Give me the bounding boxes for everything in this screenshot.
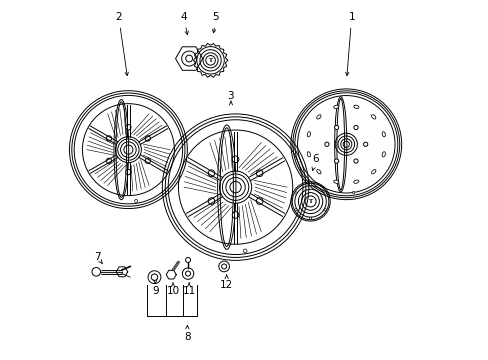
Circle shape xyxy=(134,199,137,202)
Circle shape xyxy=(363,142,367,147)
Text: 6: 6 xyxy=(312,154,319,163)
Ellipse shape xyxy=(306,152,310,157)
Circle shape xyxy=(218,261,229,272)
Circle shape xyxy=(145,158,150,163)
Ellipse shape xyxy=(371,115,375,119)
Circle shape xyxy=(145,136,150,141)
Circle shape xyxy=(309,217,311,220)
Text: 3: 3 xyxy=(227,91,234,101)
Text: 12: 12 xyxy=(220,280,233,291)
Circle shape xyxy=(256,198,263,204)
Text: 11: 11 xyxy=(182,286,195,296)
Circle shape xyxy=(232,212,238,218)
Circle shape xyxy=(151,274,157,280)
Circle shape xyxy=(243,249,246,253)
Text: 4: 4 xyxy=(180,13,187,22)
Circle shape xyxy=(334,159,338,163)
Text: 7: 7 xyxy=(94,252,101,262)
Circle shape xyxy=(256,170,263,176)
Circle shape xyxy=(185,271,190,276)
Circle shape xyxy=(324,209,325,211)
Circle shape xyxy=(148,271,161,284)
Circle shape xyxy=(106,158,111,163)
Circle shape xyxy=(232,156,238,163)
Polygon shape xyxy=(166,270,176,279)
Ellipse shape xyxy=(353,180,358,183)
Circle shape xyxy=(125,170,131,175)
Text: 2: 2 xyxy=(115,13,122,22)
Circle shape xyxy=(208,170,214,176)
Text: 5: 5 xyxy=(212,13,219,22)
Text: 10: 10 xyxy=(166,286,179,296)
Circle shape xyxy=(106,136,111,141)
Ellipse shape xyxy=(306,132,310,137)
Text: T: T xyxy=(208,58,212,63)
Circle shape xyxy=(182,268,193,279)
Circle shape xyxy=(309,183,311,186)
Circle shape xyxy=(324,142,328,147)
Circle shape xyxy=(294,192,297,194)
Circle shape xyxy=(324,192,325,194)
Circle shape xyxy=(334,125,338,130)
Ellipse shape xyxy=(333,105,338,108)
Circle shape xyxy=(125,125,131,130)
Text: 9: 9 xyxy=(152,286,158,296)
Circle shape xyxy=(353,125,357,130)
Polygon shape xyxy=(116,267,127,277)
Circle shape xyxy=(92,267,101,276)
Circle shape xyxy=(352,192,354,194)
Circle shape xyxy=(221,264,226,269)
Text: 8: 8 xyxy=(183,332,190,342)
Circle shape xyxy=(208,198,214,204)
Ellipse shape xyxy=(316,170,321,174)
Ellipse shape xyxy=(381,152,385,157)
Circle shape xyxy=(353,159,357,163)
Text: T: T xyxy=(308,199,312,204)
Ellipse shape xyxy=(371,170,375,174)
Ellipse shape xyxy=(381,132,385,137)
Ellipse shape xyxy=(353,105,358,108)
Circle shape xyxy=(185,257,190,262)
Circle shape xyxy=(294,209,297,211)
Text: 1: 1 xyxy=(347,13,354,22)
Ellipse shape xyxy=(316,115,321,119)
Ellipse shape xyxy=(333,180,338,183)
